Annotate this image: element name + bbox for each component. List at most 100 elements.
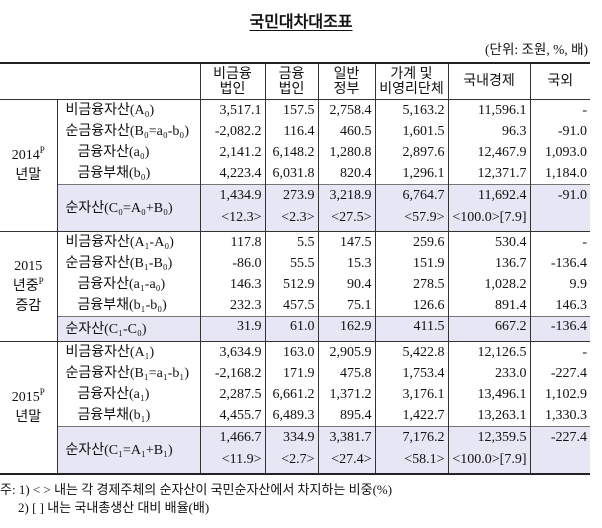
value-cell: 126.6 [374, 295, 448, 317]
row-label: 금융부채(b₁) [56, 405, 200, 427]
net-assets-row: 순자산(C₁-C₀) 31.9 61.0 162.9 411.5 667.2 -136.4 [0, 316, 590, 342]
value-cell: 334.9 <2.7> [264, 426, 318, 474]
period-line2: 년말 [15, 409, 42, 425]
value-cell: 1,371.2 [317, 384, 375, 405]
value-cell: -2,168.2 [199, 363, 265, 384]
value-cell: 146.3 [199, 274, 265, 295]
table-row: 2014P 년말 비금융자산(A₀) 3,517.1 157.5 2,758.4 5,163… [0, 99, 590, 183]
row-label: 순금융자산(B₁-B₀) [56, 253, 200, 274]
column-header: 비금융 법인 [199, 63, 265, 100]
value-cell: 2,287.5 [199, 384, 265, 405]
table-row: 금융자산(a₁) 2,287.5 6,661.2 1,371.2 3,176.1 13,4… [0, 384, 590, 405]
value-cell: 3,634.9 [199, 341, 265, 363]
value-cell: 1,466.7 <11.9> [199, 426, 265, 474]
period-line3: 증감 [15, 298, 42, 314]
net-value: 11,692.4 [478, 188, 527, 203]
share-value: <27.5> [331, 210, 372, 225]
value-cell: -91.0 [529, 184, 590, 232]
value-cell: 3,381.7 <27.4> [317, 426, 375, 474]
period-line2: 년중 [12, 278, 39, 294]
value-cell: 3,218.9 <27.5> [317, 184, 375, 232]
header-row: 비금융 법인 금융 법인 일반 정부 가계 및 비영리단체 국내경제 국외 [0, 63, 590, 100]
period-line2: 년말 [15, 167, 42, 183]
net-assets-row: 순자산(C₁=A₁+B₁) 1,466.7 <11.9> 334.9 <2.7> 3,38… [0, 426, 590, 474]
value-cell: 1,296.1 [374, 163, 448, 185]
value-cell: 151.9 [374, 253, 448, 274]
period-year: 2015 [14, 258, 43, 274]
value-cell: 891.4 [447, 295, 530, 317]
column-header: 가계 및 비영리단체 [374, 63, 448, 100]
value-cell: 460.5 [317, 121, 375, 142]
period-superscript: P [38, 275, 44, 286]
row-label: 순금융자산(B₁=a₁-b₁) [56, 363, 200, 384]
value-cell: 411.5 [374, 316, 448, 342]
value-cell: 1,028.2 [447, 274, 530, 295]
value-cell: 12,467.9 [447, 142, 530, 163]
value-cell: 4,455.7 [199, 405, 265, 427]
net-value: 667.2 [495, 319, 527, 334]
period-label: 2015 년중P 증감 [0, 232, 57, 342]
value-cell: 96.3 [447, 121, 530, 142]
value-cell: 171.9 [264, 363, 318, 384]
value-cell: 11,692.4 <100.0>[7.9] [447, 184, 530, 232]
value-cell: 6,148.2 [264, 142, 318, 163]
period-year: 2014 [11, 147, 40, 163]
value-cell: 31.9 [199, 316, 265, 342]
value-cell: - [529, 341, 590, 363]
column-header: 국내경제 [447, 63, 530, 100]
table-row: 금융부채(b₁) 4,455.7 6,489.3 895.4 1,422.7 13,263… [0, 405, 590, 427]
table-row: 순금융자산(B₀=a₀-b₀) -2,082.2 116.4 460.5 1,601.5… [0, 121, 590, 142]
share-value: <2.7> [281, 452, 315, 467]
net-value: 273.9 [283, 188, 315, 203]
value-cell: 90.4 [317, 274, 375, 295]
value-cell: -227.4 [529, 363, 590, 384]
share-value: <100.0>[7.9] [452, 452, 527, 467]
table-row: 금융부채(b₀) 4,223.4 6,031.8 820.4 1,296.1 12,371… [0, 163, 590, 185]
footnote-2: 2) [ ] 내는 국내총생산 대비 배율(배) [18, 500, 210, 515]
value-cell: 232.3 [199, 295, 265, 317]
value-cell: 3,176.1 [374, 384, 448, 405]
period-superscript: P [39, 144, 45, 155]
value-cell: 12,371.7 [447, 163, 530, 185]
net-value: 12,359.5 [477, 430, 527, 445]
value-cell: 820.4 [317, 163, 375, 185]
units-label: (단위: 조원, %, 배) [485, 42, 588, 57]
footnote-1: 주: 1) < > 내는 각 경제주체의 순자산이 국민순자산에서 차지하는 비… [0, 482, 393, 497]
value-cell: 1,102.9 [529, 384, 590, 405]
value-cell: 457.5 [264, 295, 318, 317]
share-value: <2.3> [281, 210, 315, 225]
value-cell: -86.0 [199, 253, 265, 274]
table-row: 금융자산(a₁-a₀) 146.3 512.9 90.4 278.5 1,028.2 9.9 [0, 274, 590, 295]
value-cell: 475.8 [317, 363, 375, 384]
value-cell: 163.0 [264, 341, 318, 363]
document-title: 국민대차대조표 [249, 14, 353, 31]
value-cell: 5.5 [264, 231, 318, 253]
value-cell: -136.4 [529, 253, 590, 274]
value-cell: 6,764.7 <57.9> [374, 184, 448, 232]
value-cell: -91.0 [529, 121, 590, 142]
footnotes: 주: 1) < > 내는 각 경제주체의 순자산이 국민순자산에서 차지하는 비… [0, 481, 392, 517]
net-value: 162.9 [340, 319, 372, 334]
net-value: 334.9 [283, 430, 315, 445]
value-cell: 6,489.3 [264, 405, 318, 427]
share-value: <27.4> [331, 452, 372, 467]
value-cell: 7,176.2 <58.1> [374, 426, 448, 474]
share-value: <12.3> [221, 210, 262, 225]
value-cell: 4,223.4 [199, 163, 265, 185]
table-row: 금융부채(b₁-b₀) 232.3 457.5 75.1 126.6 891.4 146.3 [0, 295, 590, 317]
table-row: 순금융자산(B₁=a₁-b₁) -2,168.2 171.9 475.8 1,753.4… [0, 363, 590, 384]
row-label: 금융자산(a₁-a₀) [56, 274, 200, 295]
value-cell: 116.4 [264, 121, 318, 142]
value-cell: 5,422.8 [374, 341, 448, 363]
period-superscript: P [39, 386, 45, 397]
table-row: 금융자산(a₀) 2,141.2 6,148.2 1,280.8 2,897.6 12,4… [0, 142, 590, 163]
value-cell: 117.8 [199, 231, 265, 253]
net-value: 1,466.7 [219, 430, 262, 445]
value-cell: -2,082.2 [199, 121, 265, 142]
value-cell: 15.3 [317, 253, 375, 274]
row-label: 금융부채(b₁-b₀) [56, 295, 200, 317]
net-value: 3,381.7 [329, 430, 372, 445]
value-cell: 278.5 [374, 274, 448, 295]
share-value: <11.9> [221, 452, 262, 467]
row-label: 비금융자산(A₁-A₀) [56, 231, 200, 253]
